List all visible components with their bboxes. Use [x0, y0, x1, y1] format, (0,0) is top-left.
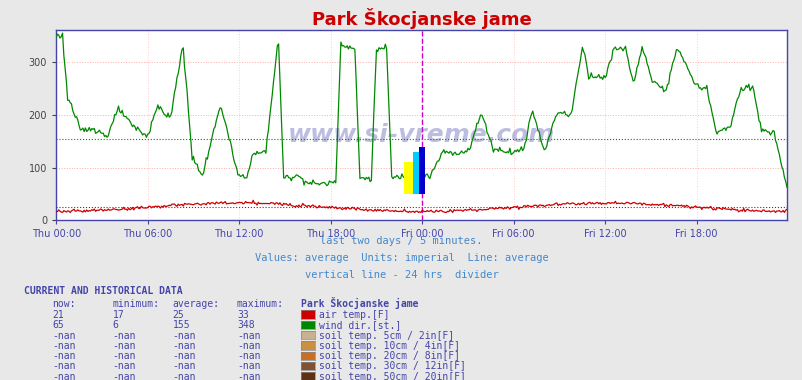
Text: -nan: -nan — [52, 361, 75, 371]
Title: Park Škocjanske jame: Park Škocjanske jame — [311, 8, 531, 29]
Text: -nan: -nan — [172, 372, 196, 380]
Text: -nan: -nan — [172, 351, 196, 361]
Text: -nan: -nan — [112, 361, 136, 371]
Text: Park Škocjanske jame: Park Škocjanske jame — [301, 297, 418, 309]
Text: Values: average  Units: imperial  Line: average: Values: average Units: imperial Line: av… — [254, 253, 548, 263]
Text: -nan: -nan — [52, 351, 75, 361]
Text: air temp.[F]: air temp.[F] — [318, 310, 389, 320]
Text: soil temp. 50cm / 20in[F]: soil temp. 50cm / 20in[F] — [318, 372, 465, 380]
Text: 65: 65 — [52, 320, 64, 330]
Text: -nan: -nan — [172, 361, 196, 371]
Text: -nan: -nan — [52, 341, 75, 351]
Text: now:: now: — [52, 299, 75, 309]
Text: -nan: -nan — [237, 351, 260, 361]
Text: 155: 155 — [172, 320, 190, 330]
Text: -nan: -nan — [237, 331, 260, 340]
Text: average:: average: — [172, 299, 220, 309]
Text: soil temp. 30cm / 12in[F]: soil temp. 30cm / 12in[F] — [318, 361, 465, 371]
Text: -nan: -nan — [52, 372, 75, 380]
Text: soil temp. 10cm / 4in[F]: soil temp. 10cm / 4in[F] — [318, 341, 460, 351]
Text: -nan: -nan — [172, 331, 196, 340]
Text: -nan: -nan — [112, 331, 136, 340]
Text: soil temp. 5cm / 2in[F]: soil temp. 5cm / 2in[F] — [318, 331, 453, 340]
Bar — [419, 147, 425, 194]
Text: CURRENT AND HISTORICAL DATA: CURRENT AND HISTORICAL DATA — [24, 287, 183, 296]
Text: -nan: -nan — [237, 372, 260, 380]
Text: -nan: -nan — [237, 341, 260, 351]
Text: 348: 348 — [237, 320, 254, 330]
Text: 33: 33 — [237, 310, 249, 320]
Text: 6: 6 — [112, 320, 118, 330]
Text: minimum:: minimum: — [112, 299, 160, 309]
Text: -nan: -nan — [112, 351, 136, 361]
Text: maximum:: maximum: — [237, 299, 284, 309]
Bar — [404, 162, 414, 194]
Text: 21: 21 — [52, 310, 64, 320]
Text: -nan: -nan — [112, 372, 136, 380]
Text: -nan: -nan — [172, 341, 196, 351]
Text: soil temp. 20cm / 8in[F]: soil temp. 20cm / 8in[F] — [318, 351, 460, 361]
Text: -nan: -nan — [112, 341, 136, 351]
Text: 17: 17 — [112, 310, 124, 320]
Text: -nan: -nan — [237, 361, 260, 371]
Text: last two days / 5 minutes.: last two days / 5 minutes. — [320, 236, 482, 246]
Text: -nan: -nan — [52, 331, 75, 340]
Text: 25: 25 — [172, 310, 184, 320]
Text: vertical line - 24 hrs  divider: vertical line - 24 hrs divider — [304, 270, 498, 280]
Text: wind dir.[st.]: wind dir.[st.] — [318, 320, 400, 330]
Text: www.si-vreme.com: www.si-vreme.com — [288, 123, 554, 147]
Bar — [413, 152, 420, 194]
